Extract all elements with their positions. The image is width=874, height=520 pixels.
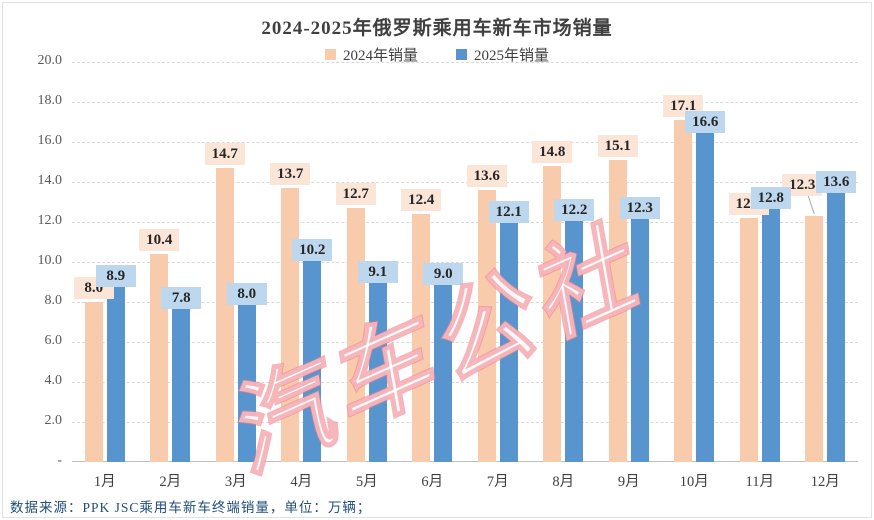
x-axis-tick: 2月 <box>159 474 182 490</box>
y-axis-tick: 18.0 <box>37 93 63 108</box>
value-label-2024年销量-12月: 12.3 <box>782 174 823 196</box>
y-axis-tick: 2.0 <box>44 413 63 428</box>
gridline-10.0 <box>72 262 858 263</box>
gridline-8.0 <box>72 302 858 303</box>
bar-2024年销量-8月 <box>543 166 562 462</box>
x-axis-tick: 8月 <box>552 474 575 490</box>
value-label-2024年销量-4月: 13.7 <box>270 163 311 185</box>
bar-2024年销量-4月 <box>281 188 300 462</box>
value-label-2024年销量-6月: 12.4 <box>401 189 442 211</box>
legend-item-2025: 2025年销量 <box>456 44 549 65</box>
y-axis-tick: 10.0 <box>37 253 63 268</box>
bar-2025年销量-11月 <box>761 206 780 462</box>
plot-area: - 2.0 4.0 6.0 8.0 10.0 12.0 14.0 16.0 18.0 20.0 1月 2… <box>38 53 858 490</box>
bar-2024年销量-11月 <box>739 218 758 462</box>
x-axis-tick: 6月 <box>421 474 444 490</box>
gridline-20.0 <box>72 62 858 63</box>
legend-label-2025: 2025年销量 <box>474 48 550 64</box>
bar-2024年销量-5月 <box>346 208 365 462</box>
value-label-2025年销量-1月: 8.9 <box>95 265 136 287</box>
bar-2024年销量-10月 <box>674 120 693 462</box>
bar-2024年销量-3月 <box>215 168 234 462</box>
value-label-2024年销量-9月: 15.1 <box>597 135 638 157</box>
x-axis-tick: 11月 <box>745 474 774 490</box>
bar-2025年销量-12月 <box>827 190 846 462</box>
gridline-2.0 <box>72 422 858 423</box>
value-label-2024年销量-8月: 14.8 <box>532 141 573 163</box>
gridline-4.0 <box>72 382 858 383</box>
x-axis-tick: 10月 <box>679 474 709 490</box>
bar-2025年销量-3月 <box>237 302 256 462</box>
bar-2025年销量-1月 <box>106 284 125 462</box>
value-label-2025年销量-6月: 9.0 <box>423 263 464 285</box>
chart-title: 2024-2025年俄罗斯乘用车新车市场销量 <box>261 18 613 39</box>
gridline-16.0 <box>72 142 858 143</box>
bar-2024年销量-2月 <box>150 254 169 462</box>
bar-2024年销量-7月 <box>477 190 496 462</box>
y-axis-tick: 14.0 <box>37 173 63 188</box>
y-axis-tick: 16.0 <box>37 133 63 148</box>
gridline-18.0 <box>72 102 858 103</box>
value-label-2025年销量-11月: 12.8 <box>750 187 791 209</box>
value-label-2025年销量-9月: 12.3 <box>619 197 660 219</box>
value-label-2024年销量-2月: 10.4 <box>139 229 180 251</box>
bar-2024年销量-9月 <box>608 160 627 462</box>
legend-swatch-2025-icon <box>456 49 467 60</box>
x-axis-tick: 4月 <box>290 474 313 490</box>
bar-2025年销量-4月 <box>303 258 322 462</box>
legend: 2024年销量 2025年销量 <box>0 44 874 65</box>
gridline-14.0 <box>72 182 858 183</box>
gridline-12.0 <box>72 222 858 223</box>
y-axis-tick: 6.0 <box>44 333 63 348</box>
bar-2025年销量-5月 <box>368 280 387 462</box>
y-axis-tick: 20.0 <box>37 53 63 68</box>
bar-2025年销量-2月 <box>172 306 191 462</box>
bar-2024年销量-6月 <box>412 214 431 462</box>
source-note: 数据来源：PPK JSC乘用车新车终端销量，单位：万辆； <box>10 500 372 515</box>
y-axis-tick: 4.0 <box>44 373 63 388</box>
value-label-2024年销量-3月: 14.7 <box>204 143 245 165</box>
value-label-2025年销量-7月: 12.1 <box>488 201 529 223</box>
value-label-2025年销量-5月: 9.1 <box>357 261 398 283</box>
bar-2025年销量-8月 <box>565 218 584 462</box>
value-label-2024年销量-7月: 13.6 <box>466 165 507 187</box>
value-label-2024年销量-5月: 12.7 <box>335 183 376 205</box>
y-axis-tick: 12.0 <box>37 213 63 228</box>
legend-swatch-2024-icon <box>324 49 336 60</box>
y-axis-tick: 8.0 <box>44 293 63 308</box>
legend-item-2024: 2024年销量 <box>324 44 418 65</box>
x-axis-line <box>72 461 858 462</box>
bar-2024年销量-12月 <box>805 216 824 462</box>
legend-label-2024: 2024年销量 <box>342 48 418 64</box>
value-label-2025年销量-12月: 13.6 <box>816 171 857 193</box>
value-label-2025年销量-3月: 8.0 <box>226 283 267 305</box>
value-label-2025年销量-8月: 12.2 <box>554 199 595 221</box>
value-label-2025年销量-2月: 7.8 <box>161 287 202 309</box>
value-label-2025年销量-10月: 16.6 <box>685 111 726 133</box>
bar-2025年销量-6月 <box>434 282 453 462</box>
x-axis-tick: 7月 <box>486 474 509 490</box>
y-axis-tick: - <box>57 453 62 468</box>
x-axis-tick: 5月 <box>355 474 378 490</box>
bar-2025年销量-9月 <box>630 216 649 462</box>
gridline-6.0 <box>72 342 858 343</box>
value-label-2025年销量-4月: 10.2 <box>292 239 333 261</box>
bar-2024年销量-1月 <box>84 302 103 462</box>
bar-2025年销量-7月 <box>499 220 518 462</box>
x-axis-tick: 12月 <box>810 474 840 490</box>
x-axis-tick: 9月 <box>617 474 640 490</box>
x-axis-tick: 3月 <box>224 474 247 490</box>
bar-2025年销量-10月 <box>696 130 715 462</box>
x-axis-tick: 1月 <box>93 474 116 490</box>
